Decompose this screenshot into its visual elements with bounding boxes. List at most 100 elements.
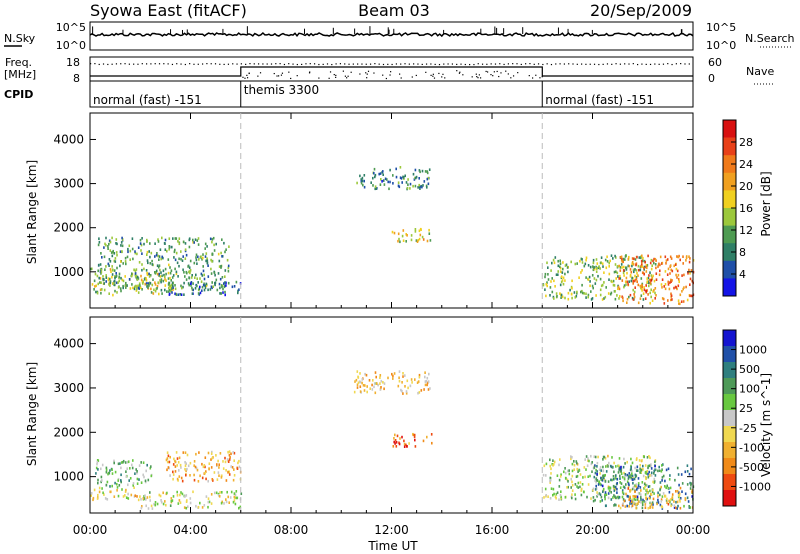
data-cell: [670, 292, 672, 296]
data-cell: [423, 180, 426, 183]
data-cell: [646, 266, 648, 270]
data-cell: [555, 496, 557, 500]
data-cell: [635, 483, 638, 486]
data-cell: [121, 238, 124, 241]
data-cell: [156, 272, 159, 276]
data-cell: [354, 380, 356, 383]
data-cell: [211, 281, 213, 284]
data-cell: [111, 268, 114, 271]
data-cell: [156, 287, 158, 290]
y-tick-label: 2000: [53, 221, 84, 235]
data-cell: [653, 477, 656, 481]
data-cell: [361, 381, 363, 385]
data-cell: [607, 454, 609, 458]
freq-label-1: Freq.: [5, 56, 32, 69]
data-cell: [411, 381, 413, 384]
data-cell: [689, 487, 692, 490]
data-cell: [677, 299, 680, 302]
data-cell: [627, 487, 630, 490]
colorbar-tick-label: -25: [739, 422, 757, 435]
data-cell: [584, 475, 586, 479]
data-cell: [158, 264, 161, 267]
data-cell: [645, 476, 647, 479]
data-cell: [562, 267, 564, 271]
data-cell: [154, 289, 157, 293]
data-cell: [418, 169, 421, 172]
data-cell: [135, 268, 138, 271]
data-cell: [96, 459, 99, 462]
data-cell: [96, 460, 99, 464]
nave-dot: [400, 77, 402, 79]
data-cell: [120, 479, 122, 482]
data-cell: [182, 255, 184, 258]
data-cell: [172, 288, 174, 291]
data-cell: [419, 185, 421, 189]
nave-dot: [559, 63, 561, 65]
data-cell: [152, 292, 155, 295]
data-cell: [405, 233, 407, 236]
data-cell: [402, 239, 405, 242]
data-cell: [601, 476, 603, 480]
colorbar-swatch: [723, 190, 736, 209]
data-cell: [100, 281, 102, 284]
data-cell: [628, 280, 630, 283]
data-cell: [658, 465, 660, 469]
data-cell: [105, 236, 107, 240]
data-cell: [587, 483, 590, 486]
data-cell: [571, 489, 574, 492]
data-cell: [186, 453, 189, 457]
data-cell: [204, 286, 207, 290]
data-cell: [195, 258, 198, 262]
data-cell: [213, 243, 215, 247]
data-cell: [195, 504, 197, 508]
data-cell: [368, 379, 371, 382]
data-cell: [111, 484, 113, 488]
data-cell: [652, 274, 654, 278]
data-cell: [135, 274, 138, 278]
data-cell: [595, 484, 597, 488]
data-cell: [612, 484, 615, 488]
data-cell: [98, 240, 101, 244]
data-cell: [629, 275, 632, 278]
data-cell: [169, 276, 171, 280]
data-cell: [105, 468, 108, 472]
data-cell: [166, 457, 169, 460]
data-cell: [202, 265, 204, 268]
data-cell: [631, 264, 633, 268]
colorbar-swatch: [723, 442, 736, 459]
data-cell: [197, 480, 200, 483]
data-cell: [161, 255, 163, 259]
data-cell: [564, 272, 566, 276]
data-cell: [115, 242, 117, 245]
data-cell: [382, 179, 385, 182]
data-cell: [613, 504, 615, 507]
data-cell: [667, 467, 670, 471]
data-cell: [182, 451, 185, 454]
data-cell: [642, 256, 644, 260]
data-cell: [144, 276, 146, 280]
data-cell: [421, 235, 424, 239]
data-cell: [382, 381, 384, 384]
colorbar-swatch: [723, 410, 736, 427]
data-cell: [211, 240, 213, 244]
data-cell: [620, 255, 623, 259]
data-cell: [645, 477, 647, 481]
colorbar-swatch: [723, 137, 736, 156]
data-cell: [184, 467, 186, 471]
data-cell: [639, 471, 641, 474]
data-cell: [630, 270, 633, 274]
data-cell: [228, 453, 231, 457]
nave-dot: [309, 63, 311, 65]
data-cell: [427, 176, 430, 180]
data-cell: [233, 499, 236, 502]
nave-dot: [378, 63, 380, 65]
nave-dot: [532, 77, 534, 79]
data-cell: [407, 183, 409, 186]
data-cell: [631, 461, 634, 465]
data-cell: [120, 480, 122, 484]
data-cell: [613, 489, 616, 492]
data-cell: [646, 488, 648, 492]
data-cell: [180, 257, 182, 261]
data-cell: [632, 481, 634, 485]
nave-dot: [520, 63, 522, 66]
